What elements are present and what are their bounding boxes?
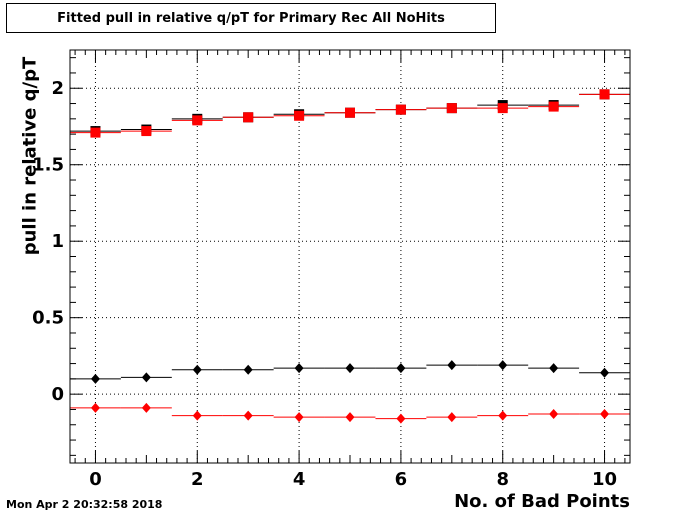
x-tick-label: 0	[89, 469, 102, 490]
series-3-diamond-point	[294, 412, 304, 423]
y-tick-label: 2	[51, 78, 64, 99]
series-1-square-point	[141, 126, 152, 137]
series-3-diamond-point	[90, 402, 100, 413]
series-2-diamond-point	[141, 372, 151, 383]
series-3-diamond-point	[396, 413, 406, 424]
series-3-diamond-point	[243, 410, 253, 421]
series-1-square-point	[243, 112, 254, 123]
series-1-square-point	[192, 115, 203, 126]
series-3-diamond-point	[192, 410, 202, 421]
axes: 0 2 4 6 8 10 0 0.5 1 1.5 2	[32, 49, 631, 490]
series-1-square-point	[395, 104, 406, 115]
series-1-square-point	[497, 103, 508, 114]
series-2-diamond-point	[90, 373, 100, 384]
series-3-diamond-point	[549, 409, 559, 420]
x-tick-label: 4	[293, 469, 306, 490]
timestamp: Mon Apr 2 20:32:58 2018	[6, 498, 163, 511]
series-1-square-point	[294, 110, 305, 121]
series-2-diamond-point	[498, 360, 508, 371]
y-tick-label: 0	[51, 384, 64, 405]
series-2-diamond-point	[600, 367, 610, 378]
series-2-diamond-point	[396, 363, 406, 374]
series-3-diamond-point	[447, 412, 457, 423]
data-markers	[90, 89, 610, 424]
x-tick-label: 2	[191, 469, 204, 490]
series-2-diamond-point	[243, 364, 253, 375]
series-3-diamond-point	[141, 402, 151, 413]
y-tick-label: 1	[51, 231, 64, 252]
series-2-diamond-point	[294, 363, 304, 374]
y-tick-label: 1.5	[32, 155, 64, 176]
series-1-square-point	[345, 107, 355, 118]
series-3-diamond-point	[498, 410, 508, 421]
x-axis-label: No. of Bad Points	[454, 491, 630, 512]
series-1-square-point	[548, 101, 559, 112]
y-tick-label: 0.5	[32, 308, 64, 329]
series-3-diamond-point	[600, 409, 610, 420]
series-2-diamond-point	[549, 363, 559, 374]
series-3-diamond-point	[345, 412, 355, 423]
y-axis-label: pull in relative q/pT	[19, 56, 41, 256]
x-tick-label: 6	[395, 469, 408, 490]
chart-title: Fitted pull in relative q/pT for Primary…	[57, 10, 445, 26]
x-tick-label: 10	[592, 469, 617, 490]
chart-title-box: Fitted pull in relative q/pT for Primary…	[6, 3, 496, 33]
x-tick-label: 8	[496, 469, 509, 490]
series-2-diamond-point	[447, 360, 457, 371]
series-2-diamond-point	[345, 363, 355, 374]
series-1-square-point	[446, 103, 457, 114]
series-1-square-point	[599, 89, 610, 100]
series-2-diamond-point	[192, 364, 202, 375]
grid-lines	[70, 50, 630, 463]
series-1-square-point	[90, 127, 101, 138]
